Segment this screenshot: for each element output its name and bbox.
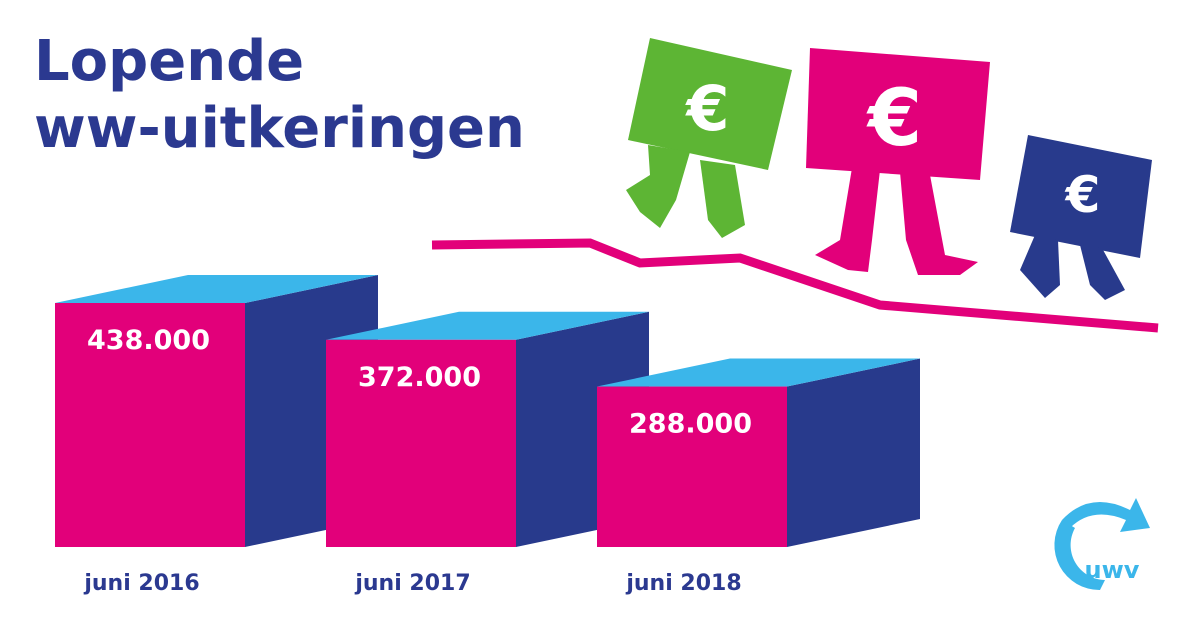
logo: uwv (1054, 498, 1150, 591)
decor-line (431, 238, 1159, 333)
bar (326, 339, 516, 547)
euro-sign: € (684, 72, 729, 145)
value-label: 288.000 (629, 409, 752, 440)
bar-top (55, 275, 378, 303)
bar-side (787, 358, 920, 547)
bar (597, 386, 787, 547)
euro-figure: € (806, 48, 990, 275)
x-tick-label: juni 2018 (625, 571, 741, 596)
bar-top (326, 311, 649, 340)
value-label: 372.000 (358, 362, 481, 393)
chart-title: Lopende (34, 29, 304, 94)
x-tick-label: juni 2017 (354, 571, 470, 596)
bar-top (597, 358, 920, 387)
chart-title: ww-uitkeringen (34, 96, 525, 161)
bar (55, 303, 245, 547)
euro-figure: € (1010, 135, 1152, 300)
logo-text: uwv (1085, 556, 1140, 584)
x-tick-label: juni 2016 (83, 571, 199, 596)
euro-sign: € (1065, 166, 1101, 224)
value-label: 438.000 (87, 325, 210, 356)
euro-sign: € (866, 74, 922, 164)
euro-figure: € (626, 38, 792, 238)
bars: 438.000 juni 2016 372.000 juni 2017 288.000 j… (55, 275, 920, 596)
